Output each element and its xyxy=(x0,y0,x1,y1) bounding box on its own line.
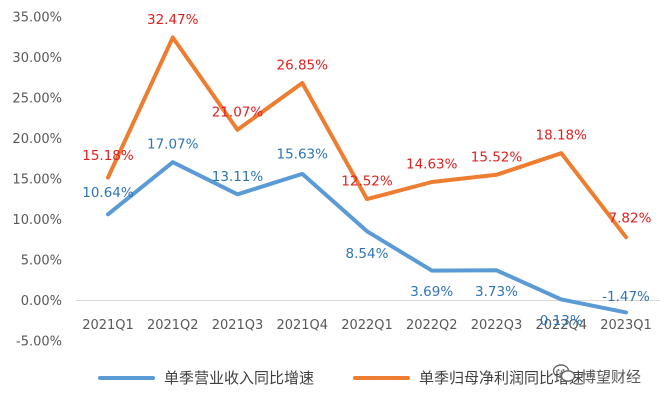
data-label: 15.63% xyxy=(277,146,329,162)
data-label: 14.63% xyxy=(406,156,458,172)
x-tick-label: 2021Q2 xyxy=(147,318,199,333)
x-tick-label: 2021Q1 xyxy=(82,318,134,333)
legend-label: 单季营业收入同比增速 xyxy=(164,369,314,387)
legend: 单季营业收入同比增速 单季归母净利润同比增速 xyxy=(98,369,584,387)
x-tick-label: 2023Q1 xyxy=(600,318,652,333)
y-axis-tick-labels: 35.00% 30.00% 25.00% 20.00% 15.00% 10.00% 5.00… xyxy=(12,11,62,350)
data-label: -1.47% xyxy=(602,289,650,305)
data-label: 3.73% xyxy=(475,284,518,300)
data-label: 17.07% xyxy=(147,137,199,153)
data-label: 10.64% xyxy=(82,185,134,201)
series-lines xyxy=(106,35,628,315)
x-tick-label: 2022Q4 xyxy=(535,318,587,333)
y-tick-label: 35.00% xyxy=(12,11,62,26)
y-tick-label: 5.00% xyxy=(21,254,62,269)
series-line-1 xyxy=(106,35,628,240)
x-tick-label: 2022Q2 xyxy=(406,318,458,333)
y-tick-label: -5.00% xyxy=(16,335,62,350)
y-tick-label: 15.00% xyxy=(12,173,62,188)
y-tick-label: 0.00% xyxy=(21,294,62,309)
data-label: 15.18% xyxy=(82,148,134,164)
y-tick-label: 20.00% xyxy=(12,132,62,147)
data-label: 3.69% xyxy=(410,284,453,300)
data-label: 0.13% xyxy=(540,313,583,329)
data-label: 8.54% xyxy=(346,246,389,262)
x-tick-label: 2022Q1 xyxy=(341,318,393,333)
x-tick-label: 2021Q3 xyxy=(212,318,264,333)
y-tick-label: 25.00% xyxy=(12,92,62,107)
data-label: 13.11% xyxy=(212,169,264,185)
data-labels: 10.64% 17.07% 13.11% 15.63% 8.54% 3.69% 3.73% 0… xyxy=(82,12,651,329)
data-label: 18.18% xyxy=(536,128,588,144)
series-line-0 xyxy=(106,160,628,315)
y-tick-label: 10.00% xyxy=(12,213,62,228)
data-label: 26.85% xyxy=(277,58,329,74)
data-label: 15.52% xyxy=(471,149,523,165)
legend-label: 单季归母净利润同比增速 xyxy=(419,369,584,387)
y-tick-label: 30.00% xyxy=(12,51,62,66)
wechat-icon xyxy=(552,364,576,382)
data-label: 21.07% xyxy=(212,104,264,120)
data-label: 12.52% xyxy=(341,174,393,190)
data-label: 32.47% xyxy=(147,12,199,28)
x-axis-tick-labels: 2021Q1 2021Q2 2021Q3 2021Q4 2022Q1 2022Q2 2022… xyxy=(82,318,652,333)
watermark-text: 博望财经 xyxy=(581,368,641,386)
data-label: 7.82% xyxy=(609,211,652,227)
x-tick-label: 2021Q4 xyxy=(276,318,328,333)
watermark: 博望财经 xyxy=(552,364,641,386)
x-tick-label: 2022Q3 xyxy=(471,318,523,333)
